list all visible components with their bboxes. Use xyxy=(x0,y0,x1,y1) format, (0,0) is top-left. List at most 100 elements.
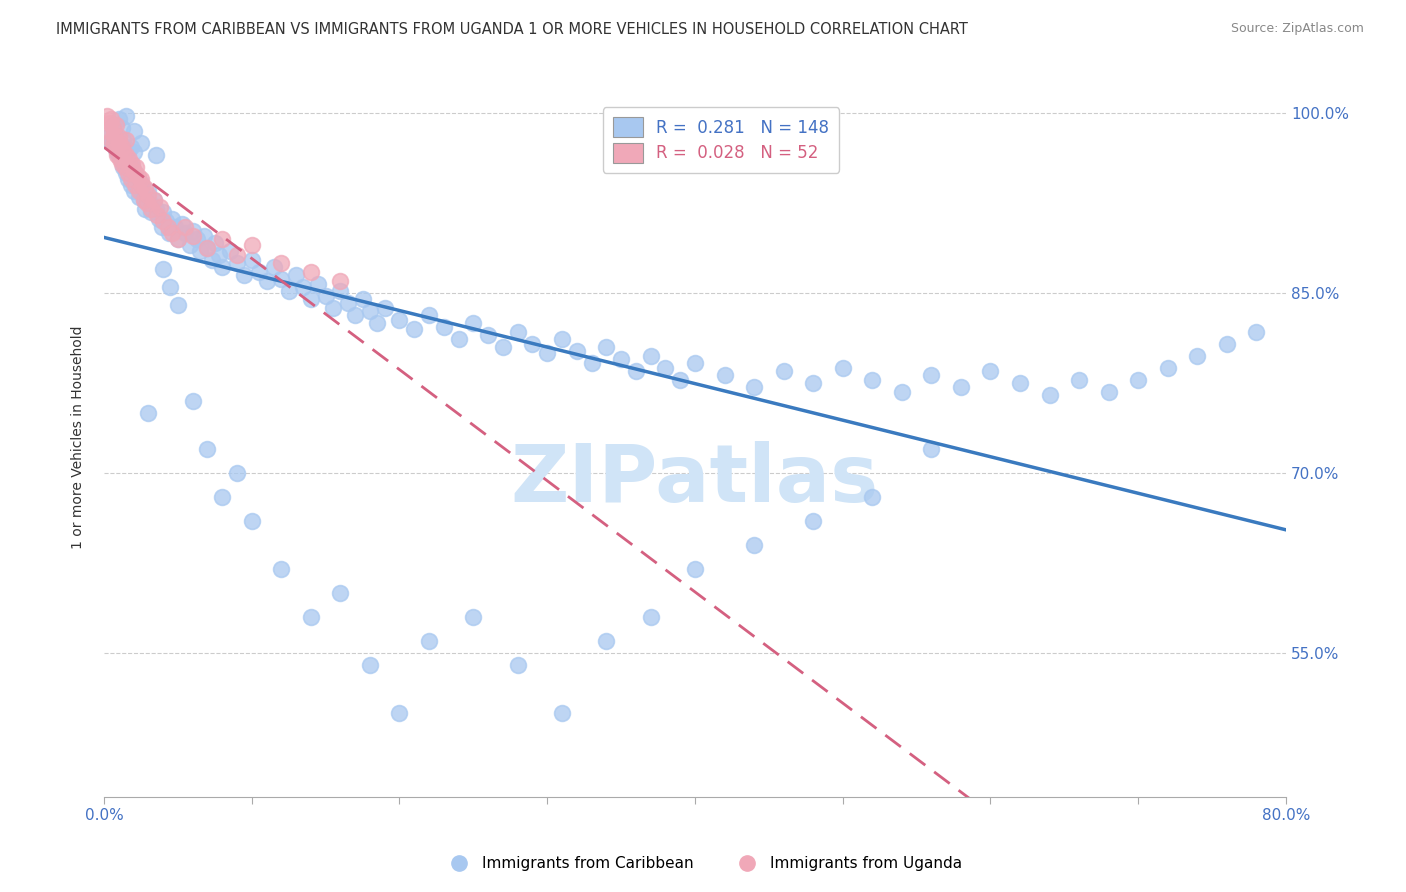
Point xyxy=(143,193,166,207)
Point xyxy=(117,145,139,159)
Point xyxy=(581,356,603,370)
Point xyxy=(96,109,118,123)
Point xyxy=(101,119,124,133)
Point xyxy=(148,211,170,226)
Point xyxy=(595,633,617,648)
Point xyxy=(565,343,588,358)
Point xyxy=(263,260,285,274)
Point xyxy=(860,490,883,504)
Point xyxy=(233,268,256,283)
Point xyxy=(181,228,204,243)
Point xyxy=(359,304,381,318)
Point xyxy=(112,145,135,159)
Point xyxy=(506,657,529,672)
Point xyxy=(103,124,125,138)
Point xyxy=(211,490,233,504)
Point xyxy=(640,349,662,363)
Point xyxy=(136,188,159,202)
Point xyxy=(117,166,139,180)
Point xyxy=(105,148,128,162)
Point xyxy=(336,295,359,310)
Point xyxy=(418,633,440,648)
Point xyxy=(211,232,233,246)
Point xyxy=(122,145,145,159)
Point xyxy=(1038,388,1060,402)
Point xyxy=(139,196,162,211)
Point xyxy=(226,248,249,262)
Point xyxy=(136,406,159,420)
Point xyxy=(920,442,942,456)
Point xyxy=(193,228,215,243)
Point xyxy=(226,256,249,270)
Point xyxy=(149,200,172,214)
Point xyxy=(197,241,219,255)
Point xyxy=(277,284,299,298)
Point xyxy=(344,308,367,322)
Point xyxy=(111,140,134,154)
Point xyxy=(772,364,794,378)
Point xyxy=(134,180,156,194)
Point xyxy=(114,140,136,154)
Point xyxy=(134,202,156,217)
Point xyxy=(433,319,456,334)
Point xyxy=(174,220,197,235)
Point xyxy=(129,176,152,190)
Point xyxy=(463,610,485,624)
Point xyxy=(463,316,485,330)
Point xyxy=(135,196,157,211)
Point xyxy=(1069,372,1091,386)
Point xyxy=(801,514,824,528)
Point xyxy=(112,161,135,175)
Point xyxy=(115,148,138,162)
Y-axis label: 1 or more Vehicles in Household: 1 or more Vehicles in Household xyxy=(72,326,86,549)
Point xyxy=(97,124,120,138)
Point xyxy=(118,157,141,171)
Point xyxy=(307,277,329,291)
Point xyxy=(122,184,145,198)
Point xyxy=(1187,349,1209,363)
Point xyxy=(131,178,153,193)
Point xyxy=(831,360,853,375)
Point xyxy=(270,256,292,270)
Point xyxy=(122,124,145,138)
Point xyxy=(640,610,662,624)
Point xyxy=(186,232,208,246)
Point xyxy=(100,136,122,151)
Point xyxy=(120,140,142,154)
Point xyxy=(100,133,122,147)
Point xyxy=(536,346,558,360)
Point xyxy=(374,301,396,315)
Point xyxy=(104,119,127,133)
Point xyxy=(329,274,352,288)
Point xyxy=(160,211,183,226)
Point xyxy=(595,340,617,354)
Point xyxy=(98,116,121,130)
Point xyxy=(299,265,322,279)
Point xyxy=(683,562,706,576)
Point xyxy=(315,288,337,302)
Point xyxy=(143,193,166,207)
Point xyxy=(107,148,129,162)
Legend: R =  0.281   N = 148, R =  0.028   N = 52: R = 0.281 N = 148, R = 0.028 N = 52 xyxy=(603,107,839,172)
Point xyxy=(179,238,201,252)
Point xyxy=(683,356,706,370)
Point xyxy=(107,136,129,151)
Point xyxy=(366,316,388,330)
Point xyxy=(152,262,174,277)
Point xyxy=(125,161,148,175)
Point xyxy=(949,380,972,394)
Point xyxy=(172,217,194,231)
Point xyxy=(204,235,226,250)
Point xyxy=(226,466,249,480)
Point xyxy=(128,190,150,204)
Text: IMMIGRANTS FROM CARIBBEAN VS IMMIGRANTS FROM UGANDA 1 OR MORE VEHICLES IN HOUSEH: IMMIGRANTS FROM CARIBBEAN VS IMMIGRANTS … xyxy=(56,22,969,37)
Point xyxy=(742,380,765,394)
Point xyxy=(218,244,240,259)
Point xyxy=(159,280,181,294)
Point xyxy=(141,202,163,217)
Point xyxy=(105,145,128,159)
Point xyxy=(129,136,152,151)
Point xyxy=(141,204,163,219)
Point xyxy=(388,312,411,326)
Point xyxy=(860,372,883,386)
